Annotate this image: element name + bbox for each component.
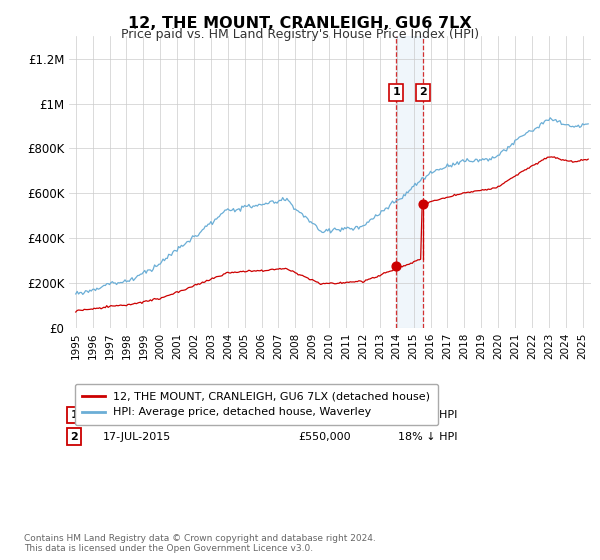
Point (391, 262, 401, 270)
Text: 20-DEC-2013: 20-DEC-2013 (103, 410, 176, 420)
Text: £550,000: £550,000 (299, 432, 352, 442)
Text: £275,000: £275,000 (299, 410, 352, 420)
Text: Price paid vs. HM Land Registry's House Price Index (HPI): Price paid vs. HM Land Registry's House … (121, 28, 479, 41)
Text: 17-JUL-2015: 17-JUL-2015 (103, 432, 171, 442)
Text: Contains HM Land Registry data © Crown copyright and database right 2024.
This d: Contains HM Land Registry data © Crown c… (24, 534, 376, 553)
Bar (396, 36, 423, 328)
Legend: 12, THE MOUNT, CRANLEIGH, GU6 7LX (detached house), HPI: Average price, detached: 12, THE MOUNT, CRANLEIGH, GU6 7LX (detac… (74, 384, 438, 425)
Point (418, 200, 428, 209)
Text: 1: 1 (70, 410, 78, 420)
Text: 18% ↓ HPI: 18% ↓ HPI (398, 432, 457, 442)
Text: 12, THE MOUNT, CRANLEIGH, GU6 7LX: 12, THE MOUNT, CRANLEIGH, GU6 7LX (128, 16, 472, 31)
Text: 2: 2 (70, 432, 78, 442)
Text: 1: 1 (392, 87, 400, 97)
Text: 2: 2 (419, 87, 427, 97)
Text: 51% ↓ HPI: 51% ↓ HPI (398, 410, 457, 420)
